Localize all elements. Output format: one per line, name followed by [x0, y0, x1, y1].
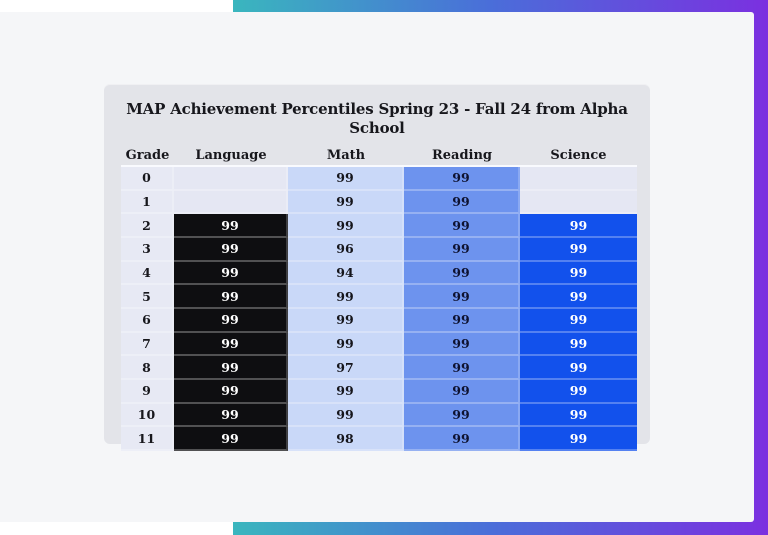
cell-science: 99	[520, 332, 637, 357]
cell-math: 99	[288, 308, 404, 333]
cell-language: 99	[174, 427, 288, 451]
cell-math: 99	[288, 167, 404, 191]
cell-language: 99	[174, 356, 288, 380]
cell-reading: 99	[404, 427, 520, 451]
column-header-reading: Reading	[431, 147, 493, 163]
cell-grade: 3	[121, 237, 174, 262]
cell-grade: 0	[121, 167, 174, 191]
cell-language: 99	[174, 261, 288, 286]
table-row: 5 99 99 99 99	[121, 285, 637, 309]
cell-language: 99	[174, 285, 288, 309]
cell-science: 99	[520, 427, 637, 451]
cell-reading: 99	[404, 308, 520, 333]
column-header-grade: Grade	[125, 147, 170, 163]
cell-reading: 99	[404, 285, 520, 309]
cell-grade: 10	[121, 403, 174, 428]
cell-grade: 1	[121, 190, 174, 215]
cell-science: 99	[520, 308, 637, 333]
percentiles-table: Grade Language Math Reading Science 0 99 9…	[121, 146, 637, 451]
cell-math: 99	[288, 285, 404, 309]
cell-grade: 9	[121, 379, 174, 404]
cell-language: 99	[174, 379, 288, 404]
cell-reading: 99	[404, 332, 520, 357]
cell-reading: 99	[404, 379, 520, 404]
cell-math: 94	[288, 261, 404, 286]
cell-math: 99	[288, 379, 404, 404]
cell-science: 99	[520, 403, 637, 428]
cell-reading: 99	[404, 190, 520, 215]
cell-grade: 6	[121, 308, 174, 333]
table-row: 7 99 99 99 99	[121, 332, 637, 357]
cell-science: 99	[520, 261, 637, 286]
cell-science: 99	[520, 356, 637, 380]
cell-reading: 99	[404, 237, 520, 262]
cell-math: 98	[288, 427, 404, 451]
table-row: 10 99 99 99 99	[121, 403, 637, 428]
column-header-science: Science	[550, 147, 607, 163]
cell-language: 99	[174, 308, 288, 333]
cell-grade: 2	[121, 214, 174, 238]
cell-grade: 7	[121, 332, 174, 357]
cell-language: 99	[174, 237, 288, 262]
percentiles-card: MAP Achievement Percentiles Spring 23 - …	[104, 84, 650, 451]
cell-grade: 8	[121, 356, 174, 380]
cell-reading: 99	[404, 403, 520, 428]
table-row: 9 99 99 99 99	[121, 379, 637, 404]
cell-science: 99	[520, 214, 637, 238]
table-row: 2 99 99 99 99	[121, 214, 637, 238]
cell-math: 99	[288, 403, 404, 428]
column-header-language: Language	[195, 147, 267, 163]
table-body: 0 99 99 1 99 99 2 99 99 99 99 3 99 96 99 99 4 99 94 99 99 5 99…	[121, 167, 637, 451]
cell-science: 99	[520, 237, 637, 262]
cell-language: 99	[174, 214, 288, 238]
cell-science: 99	[520, 285, 637, 309]
table-row: 8 99 97 99 99	[121, 356, 637, 380]
table-row: 11 99 98 99 99	[121, 427, 637, 451]
cell-language: 99	[174, 403, 288, 428]
cell-reading: 99	[404, 261, 520, 286]
cell-language	[174, 167, 288, 191]
cell-grade: 4	[121, 261, 174, 286]
table-row: 0 99 99	[121, 167, 637, 191]
cell-math: 96	[288, 237, 404, 262]
cell-math: 99	[288, 190, 404, 215]
cell-science	[520, 190, 637, 215]
cell-reading: 99	[404, 214, 520, 238]
cell-math: 97	[288, 356, 404, 380]
column-header-math: Math	[326, 147, 366, 163]
header-separator	[121, 165, 637, 167]
cell-science	[520, 167, 637, 191]
cell-grade: 5	[121, 285, 174, 309]
cell-science: 99	[520, 379, 637, 404]
cell-math: 99	[288, 214, 404, 238]
table-title: MAP Achievement Percentiles Spring 23 - …	[126, 100, 628, 137]
cell-reading: 99	[404, 356, 520, 380]
table-row: 1 99 99	[121, 190, 637, 215]
table-row: 6 99 99 99 99	[121, 308, 637, 333]
table-header-row: Grade Language Math Reading Science	[121, 146, 637, 164]
cell-language	[174, 190, 288, 215]
table-row: 4 99 94 99 99	[121, 261, 637, 286]
cell-math: 99	[288, 332, 404, 357]
cell-grade: 11	[121, 427, 174, 451]
cell-reading: 99	[404, 167, 520, 191]
table-row: 3 99 96 99 99	[121, 237, 637, 262]
cell-language: 99	[174, 332, 288, 357]
